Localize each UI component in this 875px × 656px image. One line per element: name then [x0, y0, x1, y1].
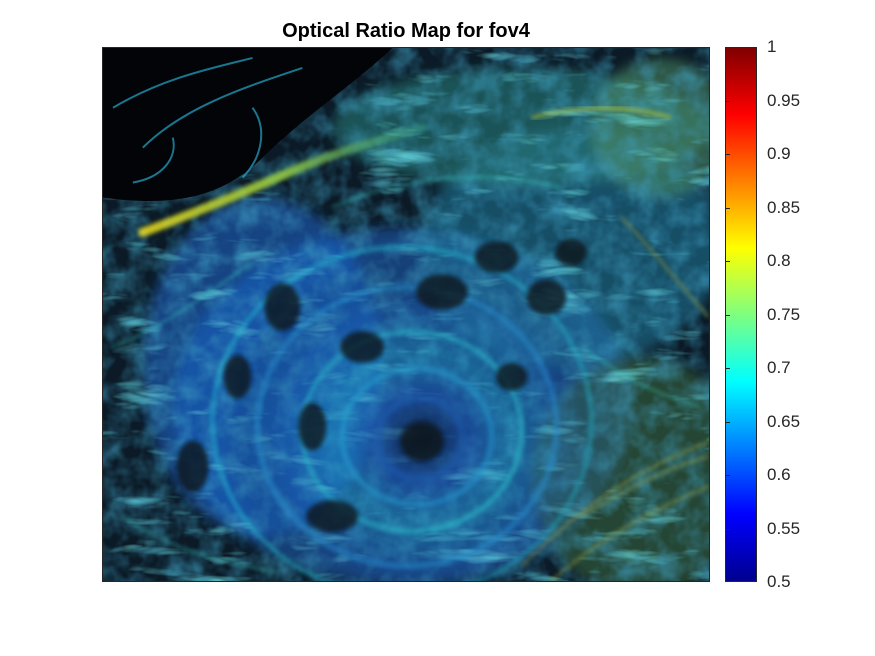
colorbar-tick-mark	[725, 47, 730, 48]
colorbar-tick-label: 0.95	[767, 90, 801, 110]
colorbar-tick-label: 0.85	[767, 197, 801, 217]
colorbar-tick-mark	[725, 528, 730, 530]
ratio-map-svg	[103, 48, 709, 581]
colorbar-tick-label: 0.65	[767, 411, 801, 431]
colorbar-tick-label: 0.8	[767, 251, 791, 270]
colorbar-tick-label: 0.75	[767, 304, 801, 324]
colorbar-tick-label: 0.6	[767, 465, 791, 484]
colorbar-tick-mark	[725, 154, 730, 155]
colorbar-tick-mark	[725, 100, 730, 102]
colorbar-tick-label: 0.5	[767, 572, 791, 591]
colorbar-tick-mark	[725, 581, 730, 582]
colorbar-tick-mark	[725, 421, 730, 423]
colorbar-tick-mark	[725, 475, 730, 476]
chart-title: Optical Ratio Map for fov4	[282, 20, 530, 42]
colorbar-tick-label: 0.55	[767, 518, 801, 538]
colorbar-tick-mark	[725, 368, 730, 369]
colorbar-tick-label: 1	[767, 37, 777, 56]
ratio-map-image	[102, 47, 710, 582]
colorbar-tick-label: 0.7	[767, 358, 791, 377]
colorbar-tick-mark	[725, 207, 730, 209]
colorbar-tick-label: 0.9	[767, 144, 791, 163]
colorbar	[725, 47, 757, 582]
colorbar-tick-mark	[725, 314, 730, 316]
colorbar-tick-mark	[725, 261, 730, 262]
